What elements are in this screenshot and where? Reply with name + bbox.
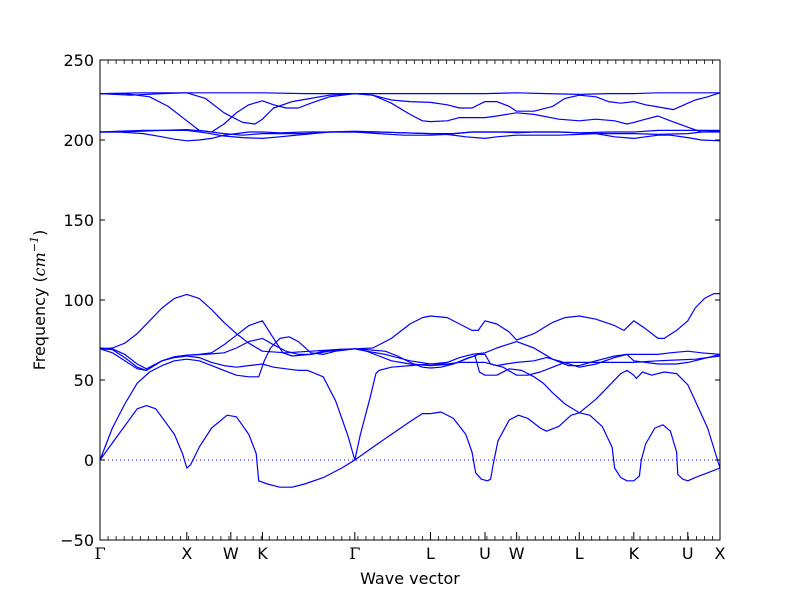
tick-layer: [99, 59, 721, 541]
y-tick-labels: −50 0 50 100 150 200 250: [60, 51, 94, 550]
phonon-branch-11: [99, 129, 720, 136]
y-tick-label: 100: [63, 291, 94, 310]
phonon-branch-3: [99, 348, 721, 461]
phonon-branch-6: [99, 320, 721, 370]
plot-frame: [99, 59, 721, 541]
y-axis-title: Frequency (cm−1): [28, 230, 49, 371]
phonon-branch-7: [99, 92, 720, 96]
y-tick-label: 50: [74, 371, 94, 390]
x-tick-label-2: X: [181, 544, 192, 563]
phonon-branch-12: [100, 129, 721, 142]
y-tick-label: 250: [63, 51, 94, 70]
phonon-branch-8: [99, 92, 721, 133]
y-tick-label: 0: [84, 451, 94, 470]
phonon-branch-2: [99, 336, 721, 469]
phonon-branch-1: [99, 405, 721, 488]
x-tick-label-7: U: [479, 544, 491, 563]
x-tick-label-8: W: [509, 544, 525, 563]
phonon-branch-9: [100, 92, 721, 133]
x-tick-label-12: X: [715, 544, 726, 563]
x-tick-label-9: L: [575, 544, 584, 563]
y-axis-title-suffix: ): [30, 230, 49, 236]
x-tick-label-11: U: [682, 544, 694, 563]
x-tick-label-3: W: [223, 544, 239, 563]
y-tick-label: −50: [60, 531, 94, 550]
y-tick-label: 150: [63, 211, 94, 230]
x-tick-label-4: K: [257, 544, 268, 563]
series-layer: [99, 92, 721, 488]
y-axis-title-exponent: −1: [28, 236, 41, 252]
y-tick-label: 200: [63, 131, 94, 150]
x-tick-label-1: Γ: [94, 544, 105, 563]
x-axis-title: Wave vector: [360, 569, 460, 588]
x-tick-label-10: K: [629, 544, 640, 563]
x-tick-label-6: L: [426, 544, 435, 563]
y-axis-title-prefix: Frequency (: [30, 276, 49, 370]
x-tick-label-5: Γ: [349, 544, 360, 563]
phonon-branch-5: [99, 293, 720, 354]
y-axis-title-unit: cm: [30, 252, 49, 276]
